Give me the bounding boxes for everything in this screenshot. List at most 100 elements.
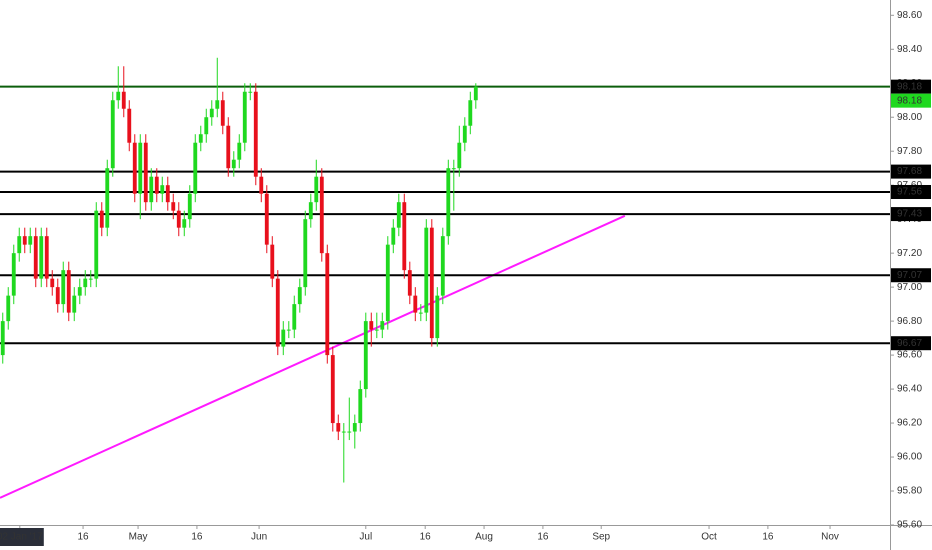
candle-body [99,210,104,228]
x-tick-label: Nov [821,532,839,543]
candle-body [435,295,440,339]
candle-body [83,278,88,288]
candle-body [270,244,275,279]
candle-body [204,117,209,135]
candle-body [259,176,264,194]
candle-body [88,278,93,280]
candle-body [44,236,49,279]
candle-body [143,142,148,203]
y-tick-label: 96.60 [897,350,922,361]
candle-body [220,100,225,126]
level-label: 97.43 [897,209,922,220]
candle-body [248,91,253,93]
candle-body [407,270,412,296]
candle-body [121,91,126,109]
last-price-bg [891,93,931,108]
candle-body [116,91,121,101]
candle-body [193,142,198,194]
candle-body [160,185,165,194]
candle-body [385,244,390,322]
y-tick-label: 95.60 [897,520,922,531]
candle-body [347,431,352,433]
y-tick-label: 98.00 [897,112,922,123]
candle-body [314,176,319,203]
candle-body [297,287,302,305]
y-tick-label: 97.80 [897,146,922,157]
x-tick-label: 16 [762,532,774,543]
candle-body [446,168,451,237]
y-tick-label: 95.80 [897,486,922,497]
x-tick-label: 16 [420,532,432,543]
candle-body [165,185,170,203]
last-price-label: 98.18 [897,95,922,106]
candle-body [358,389,363,424]
candle-body [363,321,368,390]
candle-body [391,227,396,245]
x-tick-label: 16 [537,532,549,543]
candle-body [182,219,187,228]
candle-body [33,236,38,279]
level-label: 97.56 [897,187,922,198]
y-tick-label: 96.00 [897,452,922,463]
candle-body [440,236,445,296]
candle-body [451,168,456,170]
candle-body [154,176,159,194]
candle-body [468,100,473,126]
candle-body [110,100,115,169]
x-tick-label: Jul [359,532,372,543]
candle-body [308,202,313,220]
candle-body [149,176,154,203]
y-tick-label: 98.40 [897,44,922,55]
candle-body [61,270,66,305]
candle-body [402,202,407,271]
x-tick-label: Jun [251,532,267,543]
x-tick-label: 16 [191,532,203,543]
y-tick-label: 98.60 [897,10,922,21]
x-tick-label: May [129,532,148,543]
candle-body [77,287,82,296]
level-label: 97.07 [897,270,922,281]
candle-body [396,202,401,228]
candle-body [380,321,385,330]
candle-body [55,287,60,305]
candle-body [176,210,181,228]
candle-body [11,253,16,296]
candle-body [303,219,308,288]
level-label-bg [891,207,931,222]
candle-body [17,236,22,254]
candle-body [418,312,423,314]
candle-body [242,91,247,143]
candle-body [429,227,434,339]
x-tick-label: Aug [475,532,493,543]
candle-body [198,134,203,143]
level-label-bg [891,184,931,199]
candle-body [66,270,71,313]
x-tick-label: Sep [592,532,610,543]
candle-body [72,295,77,313]
candle-body [226,125,231,169]
candle-body [336,423,341,432]
candle-body [187,193,192,220]
level-label-bg [891,164,931,179]
y-tick-label: 96.40 [897,384,922,395]
y-tick-label: 97.00 [897,282,922,293]
level-label-bg [891,79,931,94]
candle-body [286,329,291,331]
level-label-bg [891,336,931,351]
candle-body [0,321,5,356]
candle-body [28,236,33,245]
candle-body [237,142,242,160]
candle-body [127,108,132,143]
y-tick-label: 97.20 [897,248,922,259]
candle-body [39,236,44,279]
y-tick-label: 96.20 [897,418,922,429]
candle-body [374,329,379,331]
candle-body [171,202,176,211]
candle-body [264,193,269,245]
candle-body [132,142,137,194]
candle-body [457,142,462,169]
candle-body [209,108,214,118]
candle-body [275,278,280,347]
candle-body [138,142,143,194]
